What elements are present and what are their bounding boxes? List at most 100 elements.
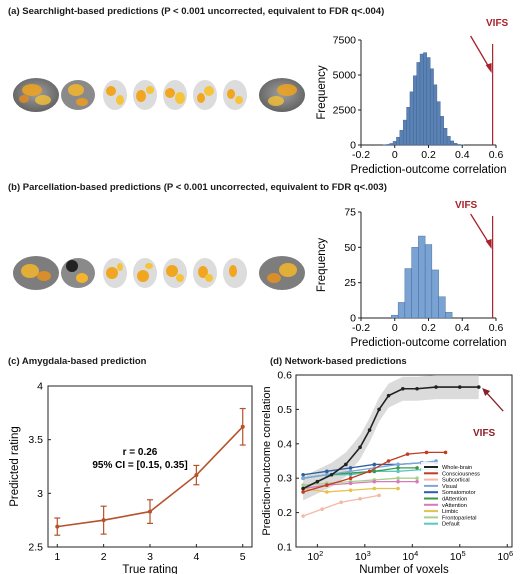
x-tick-label: 3 — [147, 551, 153, 563]
data-point — [55, 524, 60, 529]
series-line — [302, 451, 446, 493]
data-point — [325, 472, 329, 477]
y-tick-label: 2500 — [333, 105, 357, 117]
panel-b-vifs-label: VIFS — [455, 200, 478, 211]
vifs-arrow — [470, 35, 492, 71]
y-axis-label: Frequency — [316, 238, 328, 293]
y-tick-label: 25 — [344, 277, 356, 289]
y-tick-label: 0.1 — [277, 542, 292, 554]
x-axis-label: True rating — [122, 564, 177, 574]
data-point — [476, 385, 481, 389]
y-tick-label: 75 — [344, 207, 356, 219]
series-line — [302, 494, 380, 517]
data-point — [424, 450, 429, 455]
data-point — [434, 385, 438, 389]
data-point — [396, 486, 400, 491]
x-tick-label: 0.6 — [489, 149, 504, 161]
data-point — [434, 459, 438, 463]
legend-entry: Consciousness — [442, 471, 480, 477]
data-point — [148, 509, 152, 514]
data-point — [101, 518, 106, 523]
data-point — [415, 466, 419, 470]
whole-brain-ci-band — [303, 375, 479, 501]
data-point — [329, 472, 334, 477]
data-point — [339, 500, 343, 505]
histogram-bar — [431, 269, 439, 319]
x-tick-label: 104 — [402, 549, 418, 563]
data-point — [315, 479, 320, 484]
data-point — [396, 469, 400, 474]
brain-axial-slices — [103, 258, 247, 288]
data-point — [377, 407, 381, 412]
data-point — [396, 466, 400, 470]
panel-b-title: (b) Parcellation-based predictions (P < … — [8, 182, 387, 193]
y-tick-label: 0.3 — [277, 473, 292, 485]
y-tick-label: 3 — [37, 488, 43, 500]
legend-entry: vAttention — [442, 503, 467, 509]
data-point — [344, 462, 348, 467]
x-tick-label: 5 — [240, 551, 246, 563]
x-tick-label: 103 — [355, 549, 371, 563]
x-tick-label: 0.6 — [489, 322, 504, 334]
data-point — [325, 490, 329, 494]
legend-entry: Default — [442, 522, 460, 528]
data-point — [348, 481, 353, 486]
data-point — [240, 424, 245, 429]
x-tick-label: 0.4 — [455, 149, 470, 161]
x-tick-label: 102 — [307, 549, 323, 563]
data-point — [415, 476, 419, 481]
y-tick-label: 50 — [344, 242, 356, 254]
series-line — [303, 477, 418, 486]
data-point — [301, 514, 305, 518]
legend-entry: Subcortical — [442, 478, 470, 484]
x-tick-label: 2 — [101, 551, 107, 563]
data-point — [443, 450, 448, 455]
histogram-bar — [450, 140, 455, 146]
x-axis-label: Prediction-outcome correlation — [351, 337, 507, 349]
y-axis-label: Frequency — [316, 65, 328, 120]
data-point — [372, 486, 377, 491]
x-tick-label: 105 — [450, 549, 466, 563]
x-tick-label: 0.2 — [421, 149, 436, 161]
brain-right-lateral — [259, 256, 305, 290]
y-tick-label: 0.6 — [277, 370, 292, 382]
data-point — [301, 476, 305, 481]
annotation-r: r = 0.26 — [123, 447, 158, 458]
brain-medial — [61, 258, 95, 288]
data-point — [377, 493, 381, 498]
plot-frame — [295, 374, 513, 548]
y-tick-label: 0.5 — [277, 404, 292, 416]
panel-a-brain-maps — [13, 78, 305, 112]
data-point — [358, 445, 362, 450]
data-point — [405, 452, 410, 456]
brain-axial-slices — [103, 80, 247, 110]
data-point — [358, 497, 362, 501]
y-tick-label: 3.5 — [28, 434, 43, 446]
data-point — [396, 479, 400, 484]
data-point — [301, 483, 305, 487]
data-point — [401, 386, 405, 391]
data-point — [367, 428, 372, 432]
histogram-bar — [445, 312, 453, 319]
data-point — [320, 507, 324, 511]
vifs-arrowhead — [485, 63, 492, 73]
x-tick-label: 0 — [392, 322, 398, 334]
panel-c-title: (c) Amygdala-based prediction — [8, 356, 147, 367]
brain-right-lateral — [259, 78, 305, 112]
data-point — [348, 466, 353, 470]
panel-b-brain-maps — [13, 256, 305, 290]
x-tick-label: 1 — [54, 551, 60, 563]
histogram-bar — [446, 136, 451, 146]
data-point — [415, 386, 419, 391]
y-tick-label: 2.5 — [28, 542, 43, 554]
panel-a-vifs-label: VIFS — [486, 18, 509, 29]
data-point — [301, 472, 305, 477]
y-tick-label: 0 — [350, 313, 356, 325]
legend-entry: Whole-brain — [442, 465, 472, 471]
histogram-bar — [438, 296, 446, 319]
x-tick-label: 0 — [392, 149, 398, 161]
panel-a-histogram: -0.2 0 0.2 0.4 0.60250050007500Prediction-ou… — [316, 35, 506, 177]
x-tick-label: 106 — [497, 549, 513, 563]
